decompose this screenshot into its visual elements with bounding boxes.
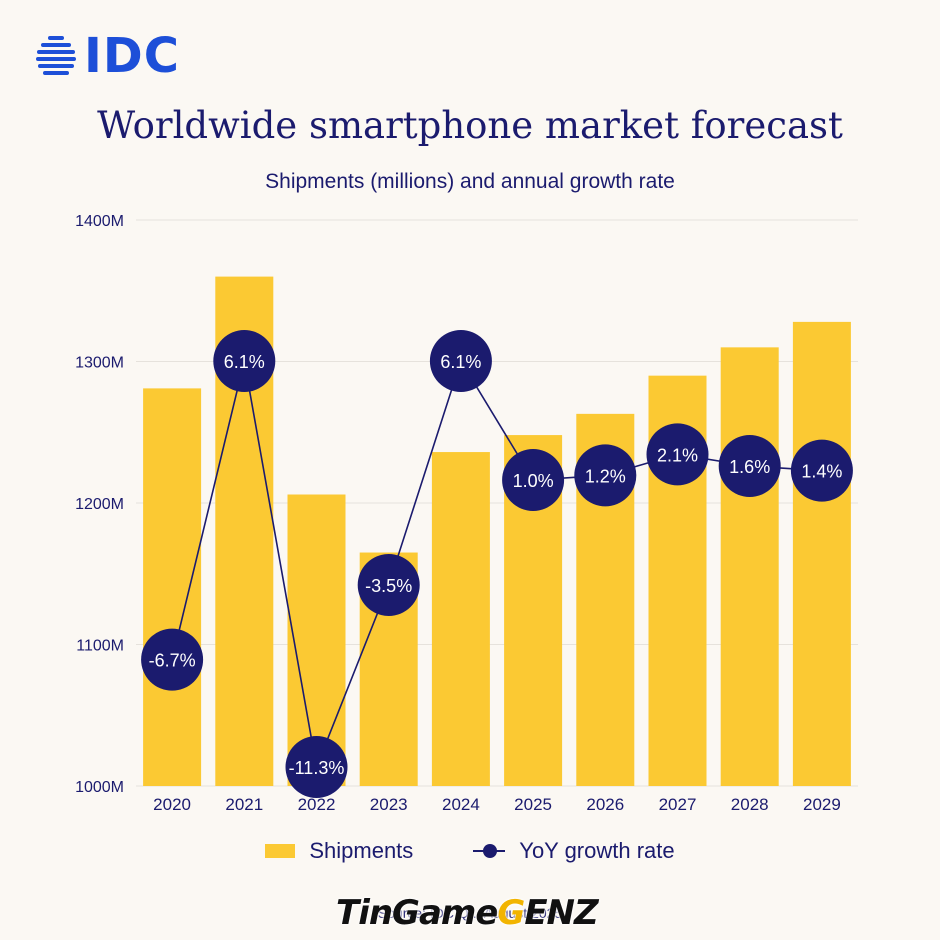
watermark-logo: TinGameGENZ: [336, 893, 599, 933]
x-tick-label: 2020: [153, 795, 191, 814]
growth-point-2024: [429, 330, 492, 392]
legend-swatch-shipments: [265, 844, 296, 858]
bar-2028: [720, 347, 779, 786]
growth-label: 6.1%: [440, 352, 481, 372]
growth-point-2023: [357, 554, 420, 616]
growth-label: 6.1%: [224, 352, 265, 372]
growth-label: 2.1%: [657, 445, 698, 465]
x-tick-label: 2026: [586, 795, 624, 814]
growth-point-2025: [502, 449, 565, 511]
growth-point-2028: [718, 435, 781, 497]
y-tick-label: 1300M: [75, 355, 124, 372]
x-axis: 2020 2021 2022 2023 2024 2025 2026 2027 2028 2029: [153, 795, 841, 814]
growth-line: [171, 359, 822, 770]
y-axis: 1000M 1100M 1200M 1300M 1400M: [75, 213, 124, 796]
x-tick-label: 2028: [731, 795, 769, 814]
x-tick-label: 2024: [442, 795, 480, 814]
chart-title: Worldwide smartphone market forecast: [97, 104, 843, 147]
y-tick-label: 1200M: [75, 496, 124, 513]
growth-label: -3.5%: [365, 576, 412, 596]
bar-2024: [431, 452, 490, 786]
chart-subtitle: Shipments (millions) and annual growth r…: [265, 170, 675, 193]
brand-name: IDC: [84, 28, 180, 84]
x-tick-label: 2023: [370, 795, 408, 814]
x-tick-label: 2022: [298, 795, 336, 814]
growth-point-2027: [646, 423, 709, 486]
y-tick-label: 1000M: [75, 779, 124, 796]
legend-label-shipments: Shipments: [309, 838, 414, 863]
growth-label: -6.7%: [149, 651, 196, 671]
globe-icon: [36, 36, 76, 75]
legend-marker-growth: [473, 844, 506, 858]
growth-label: 1.4%: [801, 462, 842, 482]
growth-label: 1.2%: [585, 466, 626, 486]
growth-point-2026: [574, 444, 637, 507]
bar-2020: [143, 388, 202, 786]
y-tick-label: 1100M: [76, 638, 124, 655]
growth-point-2020: [141, 628, 204, 691]
source-note: Source: IDC Q... August 2025: [377, 905, 563, 921]
idc-logo: IDC: [34, 30, 180, 82]
legend: Shipments YoY growth rate: [0, 838, 940, 864]
legend-item-growth: YoY growth rate: [473, 838, 675, 864]
x-tick-label: 2025: [514, 795, 552, 814]
x-tick-label: 2027: [659, 795, 697, 814]
x-tick-label: 2021: [225, 795, 263, 814]
x-tick-label: 2029: [803, 795, 841, 814]
legend-item-shipments: Shipments: [265, 838, 413, 864]
growth-point-2021: [213, 330, 276, 392]
legend-label-growth: YoY growth rate: [519, 838, 675, 863]
growth-label: 1.6%: [729, 457, 770, 477]
growth-series-line: [171, 359, 822, 770]
bar-2029: [792, 321, 851, 786]
growth-label: -11.3%: [289, 758, 345, 778]
growth-point-2022: [285, 736, 348, 798]
growth-point-2029: [790, 439, 853, 502]
y-tick-label: 1400M: [75, 213, 124, 230]
growth-label: 1.0%: [513, 471, 554, 491]
growth-points: -6.7% 6.1% -11.3% -3.5% 6.1% 1.0% 1.2% 2.1% 1.6%…: [141, 330, 853, 798]
